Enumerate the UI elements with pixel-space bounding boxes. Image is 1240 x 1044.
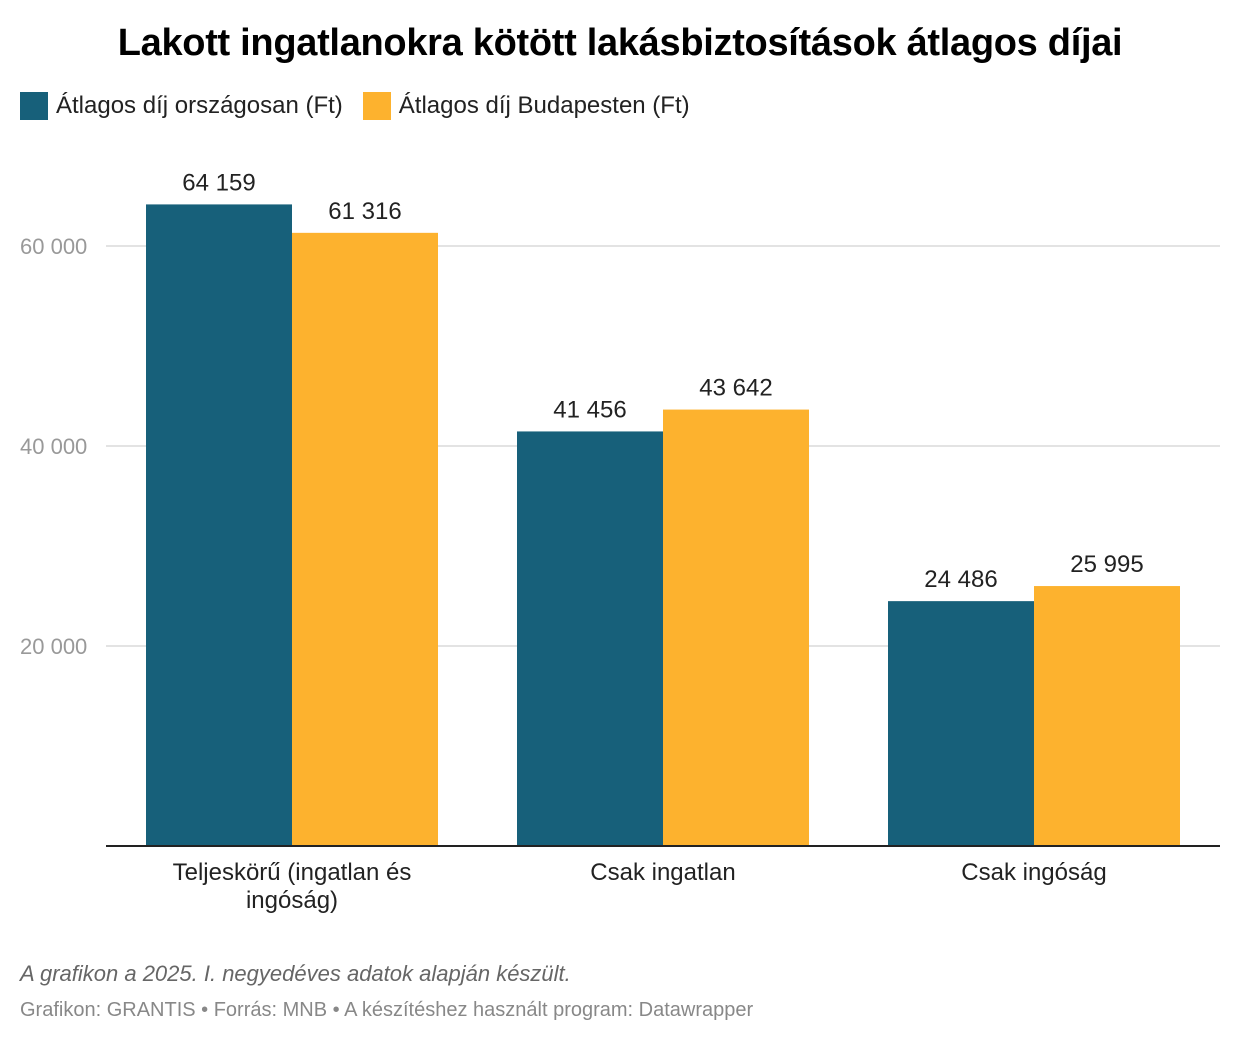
- bar-value-label: 64 159: [182, 169, 255, 196]
- bar: [146, 204, 292, 846]
- x-category-label: Teljeskörű (ingatlan és: [173, 859, 412, 886]
- bar-value-label: 43 642: [699, 375, 772, 402]
- chart-caption: A grafikon a 2025. I. negyedéves adatok …: [20, 961, 571, 986]
- bar-chart: 20 000 40 000 60 000 64 159 41 456 24 486 61 3…: [20, 169, 1220, 914]
- bar: [292, 232, 438, 847]
- legend-item-series-2: Átlagos díj Budapesten (Ft): [362, 92, 690, 120]
- bar-value-label: 25 995: [1070, 551, 1143, 578]
- bar-value-label: 41 456: [553, 396, 626, 423]
- legend-label-series-1: Átlagos díj országosan (Ft): [56, 92, 343, 119]
- legend-swatch-series-2: [362, 92, 391, 120]
- bar: [663, 409, 809, 846]
- legend-label-series-2: Átlagos díj Budapesten (Ft): [398, 92, 690, 119]
- bar: [517, 431, 663, 846]
- legend-swatch-series-1: [20, 92, 48, 120]
- bar-value-label: 24 486: [924, 566, 997, 593]
- x-category-label: ingóság): [246, 887, 338, 914]
- x-category-label: Csak ingatlan: [590, 859, 735, 886]
- y-tick-label: 60 000: [20, 234, 87, 259]
- legend: Átlagos díj országosan (Ft) Átlagos díj …: [20, 92, 690, 120]
- chart-credits: Grafikon: GRANTIS • Forrás: MNB • A kész…: [20, 999, 754, 1021]
- y-tick-label: 40 000: [20, 434, 87, 459]
- y-tick-label: 20 000: [20, 634, 87, 659]
- bar: [1034, 586, 1180, 846]
- legend-item-series-1: Átlagos díj országosan (Ft): [20, 92, 343, 120]
- bar: [888, 601, 1034, 846]
- bar-value-label: 61 316: [328, 198, 401, 225]
- x-category-label: Csak ingóság: [961, 859, 1106, 886]
- chart-title: Lakott ingatlanokra kötött lakásbiztosít…: [117, 22, 1123, 64]
